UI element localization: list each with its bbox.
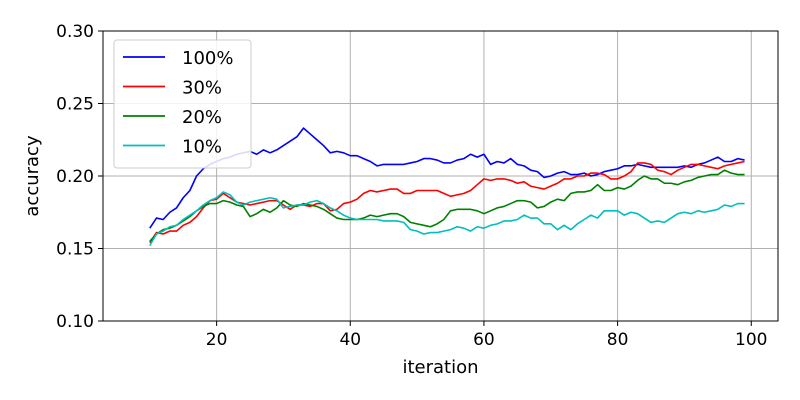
legend-label: 30% (182, 78, 222, 99)
x-tick-label: 100 (735, 330, 767, 350)
x-axis-ticks: 20 40 60 80 100 (206, 321, 767, 350)
y-tick-label: 0.30 (56, 22, 94, 42)
x-tick-label: 40 (339, 330, 361, 350)
series-line (149, 169, 745, 242)
x-tick-label: 80 (607, 330, 629, 350)
y-axis-title: accuracy (22, 135, 43, 217)
legend-label: 100% (182, 48, 233, 69)
x-tick-label: 60 (473, 330, 495, 350)
legend-label: 20% (182, 107, 222, 128)
legend-label: 10% (182, 137, 222, 158)
y-axis-ticks: 0.10 0.15 0.20 0.25 0.30 (56, 22, 103, 332)
series-line (149, 160, 745, 244)
x-tick-label: 20 (206, 330, 228, 350)
y-tick-label: 0.20 (56, 167, 94, 187)
legend: 100% 30% 20% 10% (113, 39, 252, 169)
y-tick-label: 0.15 (56, 240, 94, 260)
x-axis-title: iteration (402, 357, 478, 378)
y-tick-label: 0.25 (56, 95, 94, 115)
y-tick-label: 0.10 (56, 312, 94, 332)
legend-box (113, 39, 252, 169)
series-line (149, 191, 745, 246)
